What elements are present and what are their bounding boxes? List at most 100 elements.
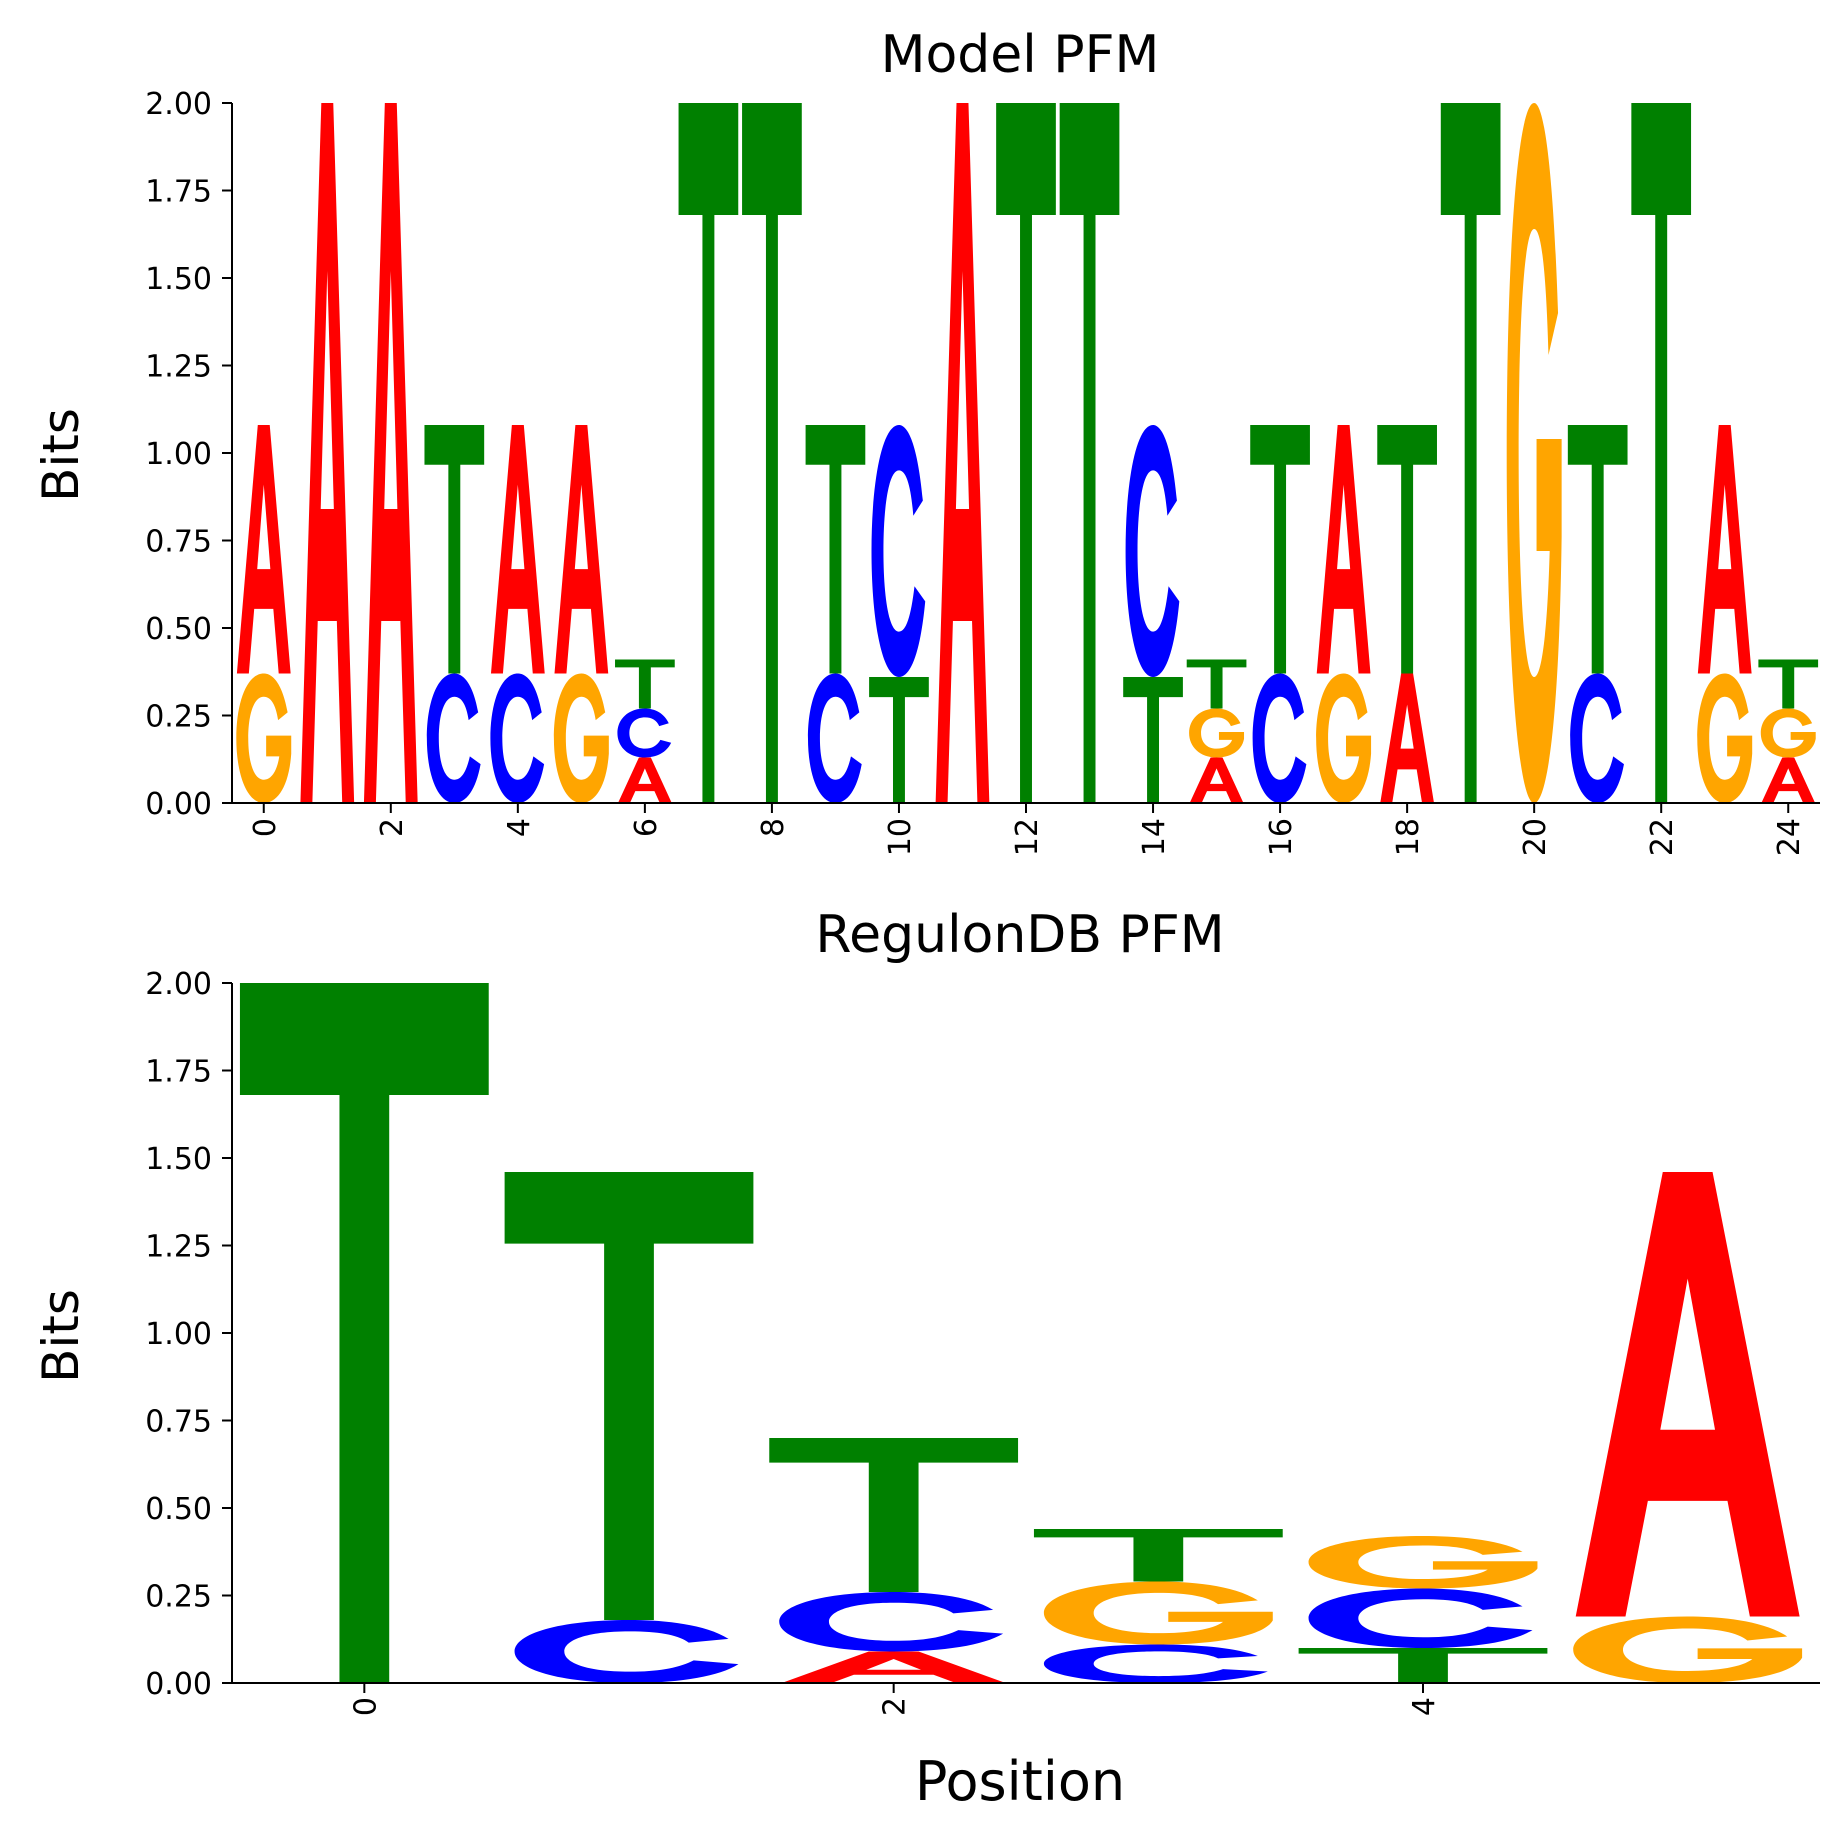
model-pfm-glyph-C-pos-9	[807, 673, 862, 803]
model-pfm-y-tick-label: 1.50	[145, 262, 212, 297]
regulondb-pfm-glyph-C-pos-2	[779, 1592, 1004, 1652]
model-pfm-glyph-G-pos-20	[1506, 103, 1562, 803]
model-pfm-glyph-C-pos-21	[1570, 673, 1624, 803]
regulondb-pfm-y-tick-label: 2.00	[145, 967, 212, 1002]
model-pfm-glyph-T-pos-7	[678, 103, 739, 803]
regulondb-pfm-x-tick-label: 2	[878, 1697, 913, 1716]
regulondb-pfm-glyph-G-pos-4	[1308, 1536, 1538, 1589]
model-pfm-y-tick-label: 0.75	[145, 525, 212, 560]
regulondb-pfm-y-tick-label: 1.00	[145, 1317, 212, 1352]
model-pfm-glyph-A-pos-4	[490, 425, 545, 674]
model-pfm-glyph-A-pos-2	[363, 103, 418, 803]
model-pfm-glyph-G-pos-24	[1760, 708, 1816, 758]
regulondb-pfm-glyph-T-pos-3	[1033, 1529, 1283, 1582]
model-pfm-glyph-G-pos-15	[1189, 708, 1245, 758]
model-pfm-glyph-T-pos-22	[1631, 103, 1692, 803]
model-pfm-x-tick-label: 16	[1264, 818, 1299, 856]
regulondb-pfm-y-tick-label: 1.50	[145, 1142, 212, 1177]
regulondb-pfm-glyph-G-pos-5	[1573, 1616, 1803, 1683]
model-pfm-x-tick-label: 18	[1391, 818, 1426, 856]
model-pfm-glyph-A-pos-17	[1316, 425, 1371, 674]
regulondb-pfm-glyph-T-pos-0	[239, 983, 489, 1683]
model-pfm-glyph-A-pos-11	[935, 103, 990, 803]
model-pfm-glyph-A-pos-15	[1189, 757, 1244, 803]
regulondb-pfm-glyph-C-pos-4	[1308, 1588, 1533, 1648]
model-pfm-glyph-C-pos-10	[871, 425, 926, 677]
model-pfm-glyph-A-pos-5	[554, 425, 609, 674]
model-pfm-glyph-A-pos-6	[618, 757, 672, 803]
regulondb-pfm-x-tick-label: 0	[348, 1697, 383, 1716]
regulondb-pfm-y-tick-label: 0.50	[145, 1492, 212, 1527]
regulondb-pfm-glyph-T-pos-4	[1298, 1648, 1548, 1683]
model-pfm-glyph-T-pos-6	[615, 659, 675, 709]
model-pfm-glyph-T-pos-15	[1186, 659, 1247, 709]
model-pfm-glyph-T-pos-24	[1758, 659, 1819, 709]
model-pfm-glyph-A-pos-23	[1697, 425, 1752, 674]
model-pfm-glyph-T-pos-10	[869, 677, 929, 803]
model-pfm-x-tick-label: 20	[1518, 818, 1553, 856]
model-pfm-glyph-G-pos-23	[1697, 673, 1753, 803]
model-pfm-x-tick-label: 8	[756, 818, 791, 837]
model-pfm-y-tick-label: 0.50	[145, 612, 212, 647]
model-pfm-x-tick-label: 12	[1010, 818, 1045, 856]
model-pfm-x-tick-label: 24	[1772, 818, 1807, 856]
model-pfm-y-tick-label: 0.00	[145, 787, 212, 822]
model-pfm-y-tick-label: 1.00	[145, 437, 212, 472]
model-pfm-glyph-A-pos-18	[1380, 673, 1434, 803]
model-pfm-title: Model PFM	[881, 25, 1160, 85]
model-pfm-glyphs	[236, 103, 1819, 803]
regulondb-pfm-y-tick-label: 0.25	[145, 1580, 212, 1615]
model-pfm-glyph-C-pos-3	[426, 673, 481, 803]
model-pfm-glyph-T-pos-21	[1567, 425, 1628, 674]
model-pfm-x-tick-label: 2	[375, 818, 410, 837]
regulondb-pfm-y-tick-label: 1.75	[145, 1055, 212, 1090]
model-pfm-x-tick-label: 22	[1645, 818, 1680, 856]
model-pfm-glyph-G-pos-17	[1316, 673, 1372, 803]
regulondb-pfm-y-tick-label: 0.75	[145, 1405, 212, 1440]
regulondb-pfm-glyph-T-pos-2	[769, 1438, 1019, 1592]
model-pfm-y-axis-label: Bits	[32, 408, 90, 502]
regulondb-pfm-glyph-A-pos-5	[1575, 1172, 1800, 1617]
regulondb-pfm-glyph-T-pos-1	[504, 1172, 754, 1620]
model-pfm-y-tick-label: 1.75	[145, 175, 212, 210]
regulondb-pfm-glyph-C-pos-3	[1043, 1644, 1268, 1683]
model-pfm-glyph-T-pos-18	[1377, 425, 1437, 674]
regulondb-pfm-panel: RegulonDB PFM Bits Position 0.00 0.25 0.50…	[32, 905, 1820, 1813]
regulondb-pfm-y-tick-label: 1.25	[145, 1230, 212, 1265]
model-pfm-x-tick-label: 6	[629, 818, 664, 837]
model-pfm-glyph-T-pos-12	[996, 103, 1056, 803]
regulondb-pfm-title: RegulonDB PFM	[815, 905, 1224, 965]
model-pfm-glyph-C-pos-14	[1125, 425, 1180, 677]
model-pfm-glyph-T-pos-3	[424, 425, 485, 674]
model-pfm-glyph-C-pos-16	[1252, 673, 1307, 803]
regulondb-pfm-y-axis-label: Bits	[32, 1289, 90, 1383]
regulondb-pfm-x-axis-label: Position	[915, 1750, 1125, 1813]
regulondb-pfm-y-tick-label: 0.00	[145, 1667, 212, 1702]
model-pfm-axes: 0.000.250.500.751.001.251.501.752.000 2 4 6…	[145, 87, 1820, 856]
regulondb-pfm-x-tick-label: 4	[1407, 1697, 1442, 1716]
regulondb-pfm-glyph-A-pos-2	[781, 1651, 1006, 1683]
model-pfm-glyph-T-pos-9	[805, 425, 866, 674]
model-pfm-glyph-G-pos-5	[553, 673, 609, 803]
model-pfm-glyph-T-pos-13	[1059, 103, 1120, 803]
model-pfm-glyph-A-pos-1	[300, 103, 355, 803]
model-pfm-x-tick-label: 14	[1137, 818, 1172, 856]
regulondb-pfm-glyphs	[239, 983, 1803, 1683]
model-pfm-glyph-A-pos-0	[236, 425, 291, 674]
regulondb-pfm-glyph-C-pos-1	[514, 1620, 739, 1683]
model-pfm-glyph-T-pos-14	[1123, 677, 1183, 803]
model-pfm-glyph-G-pos-0	[236, 673, 292, 803]
model-pfm-glyph-C-pos-6	[617, 708, 672, 758]
model-pfm-glyph-A-pos-24	[1761, 757, 1816, 803]
regulondb-pfm-glyph-G-pos-3	[1043, 1581, 1273, 1645]
model-pfm-y-tick-label: 2.00	[145, 87, 212, 122]
model-pfm-glyph-T-pos-8	[742, 103, 802, 803]
model-pfm-x-tick-label: 4	[502, 818, 537, 837]
model-pfm-x-tick-label: 10	[883, 818, 918, 856]
model-pfm-glyph-T-pos-19	[1440, 103, 1501, 803]
model-pfm-y-tick-label: 0.25	[145, 700, 212, 735]
model-pfm-x-tick-label: 0	[248, 818, 283, 837]
model-pfm-glyph-T-pos-16	[1250, 425, 1310, 674]
regulondb-pfm-axes: 0.00 0.25 0.50 0.75 1.00 1.25 1.50 1.75 2.00 0 2 4	[145, 967, 1820, 1716]
